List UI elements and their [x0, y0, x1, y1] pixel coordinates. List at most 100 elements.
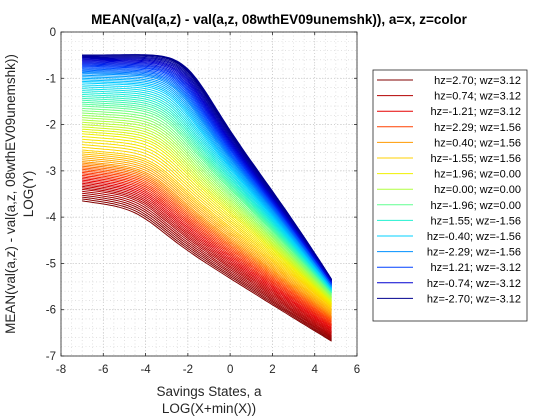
- legend-label: hz=-0.74; wz=-3.12: [427, 278, 521, 290]
- series-line: [82, 149, 332, 308]
- series-line: [82, 105, 332, 294]
- series-line: [82, 196, 332, 340]
- series-line: [82, 179, 332, 329]
- series-line: [82, 153, 332, 311]
- legend-label: hz=-2.29; wz=-1.56: [427, 247, 521, 259]
- x-axis-label-line2: LOG(X+min(X)): [162, 401, 256, 416]
- series-line: [82, 92, 332, 292]
- series-line: [82, 80, 332, 289]
- series-line: [82, 188, 332, 336]
- legend-label: hz=-1.96; wz=0.00: [430, 200, 521, 212]
- series-line: [82, 79, 332, 289]
- series-line: [82, 61, 333, 283]
- legend-label: hz=1.96; wz=0.00: [434, 169, 521, 181]
- y-tick-label: -1: [46, 73, 56, 85]
- series-line: [82, 67, 333, 285]
- series-line: [82, 192, 332, 338]
- series-line: [82, 170, 332, 322]
- series-line: [82, 84, 332, 290]
- legend-label: hz=0.74; wz=3.12: [434, 91, 521, 103]
- series-line: [82, 68, 333, 286]
- y-axis-label-line2: LOG(Y): [21, 171, 36, 218]
- y-tick-label: -6: [46, 305, 56, 317]
- legend-label: hz=0.00; wz=0.00: [434, 184, 521, 196]
- series-line: [82, 114, 332, 297]
- series-line: [82, 55, 333, 281]
- legend-box: [372, 69, 528, 322]
- y-axis-label-line1: MEAN(val(a,z) - val(a,z, 08wthEV09unemsh…: [3, 54, 18, 334]
- series-line: [82, 88, 332, 291]
- series-line: [82, 178, 332, 328]
- series-line: [82, 70, 333, 287]
- legend-label: hz=-0.40; wz=-1.56: [427, 231, 521, 243]
- legend-label: hz=2.70; wz=3.12: [434, 75, 521, 87]
- series-line: [82, 97, 332, 293]
- plot-lines: [82, 54, 333, 342]
- series-line: [82, 173, 332, 325]
- series-line: [82, 155, 332, 312]
- x-tick-label: -4: [140, 364, 151, 376]
- series-line: [82, 112, 332, 297]
- series-line: [82, 187, 332, 335]
- series-line: [82, 99, 332, 293]
- series-line: [82, 144, 332, 307]
- y-tick-label: -7: [46, 351, 56, 363]
- series-line: [82, 76, 332, 288]
- series-line: [82, 110, 332, 296]
- x-tick-label: -8: [56, 364, 66, 376]
- series-line: [82, 117, 332, 298]
- series-line: [82, 194, 332, 339]
- x-tick-label: 0: [227, 364, 233, 376]
- series-line: [82, 119, 332, 299]
- x-tick-label: 2: [269, 364, 275, 376]
- series-line: [82, 175, 332, 326]
- series-line: [82, 121, 332, 300]
- x-tick-label: -6: [98, 364, 108, 376]
- legend-label: hz=1.55; wz=-1.56: [430, 215, 521, 227]
- series-line: [82, 151, 332, 309]
- y-axis-ticks: 0 -1 -2 -3 -4 -5 -6 -7: [46, 27, 357, 363]
- series-line: [82, 133, 332, 304]
- series-line: [82, 185, 332, 334]
- legend: hz=2.70; wz=3.12 hz=0.74; wz=3.12 hz=-1.21…: [372, 69, 528, 322]
- x-tick-label: 6: [354, 364, 360, 376]
- legend-label: hz=-1.21; wz=3.12: [430, 106, 521, 118]
- series-line: [82, 131, 332, 303]
- series-line: [82, 124, 332, 301]
- series-line: [82, 128, 332, 302]
- y-tick-label: -2: [46, 120, 56, 132]
- series-line: [82, 95, 332, 292]
- series-line: [82, 54, 333, 280]
- series-line: [82, 126, 332, 301]
- series-line: [82, 74, 332, 288]
- legend-label: hz=0.40; wz=1.56: [434, 137, 521, 149]
- series-line: [82, 101, 332, 294]
- series-line: [82, 182, 332, 331]
- x-tick-label: -2: [183, 364, 193, 376]
- x-axis-label-line1: Savings States, a: [156, 384, 262, 399]
- series-line: [82, 146, 332, 307]
- legend-label: hz=1.21; wz=-3.12: [430, 262, 521, 274]
- series-line: [82, 168, 332, 321]
- series-line: [82, 164, 332, 318]
- series-line: [82, 198, 332, 341]
- y-tick-label: -4: [46, 212, 57, 224]
- series-line: [82, 77, 332, 289]
- series-line: [82, 181, 332, 330]
- x-tick-label: 4: [312, 364, 319, 376]
- series-line: [82, 136, 332, 304]
- y-tick-label: -5: [46, 258, 56, 270]
- series-line: [82, 159, 332, 314]
- series-line: [82, 190, 332, 337]
- series-line: [82, 200, 332, 342]
- series-line: [82, 141, 332, 306]
- series-line: [82, 165, 332, 319]
- series-line: [82, 107, 332, 295]
- series-line: [82, 94, 332, 292]
- series-line: [82, 157, 332, 313]
- y-tick-label: -3: [46, 166, 56, 178]
- legend-label: hz=-2.70; wz=-3.12: [427, 293, 521, 305]
- series-line: [82, 167, 332, 320]
- series-line: [82, 82, 332, 290]
